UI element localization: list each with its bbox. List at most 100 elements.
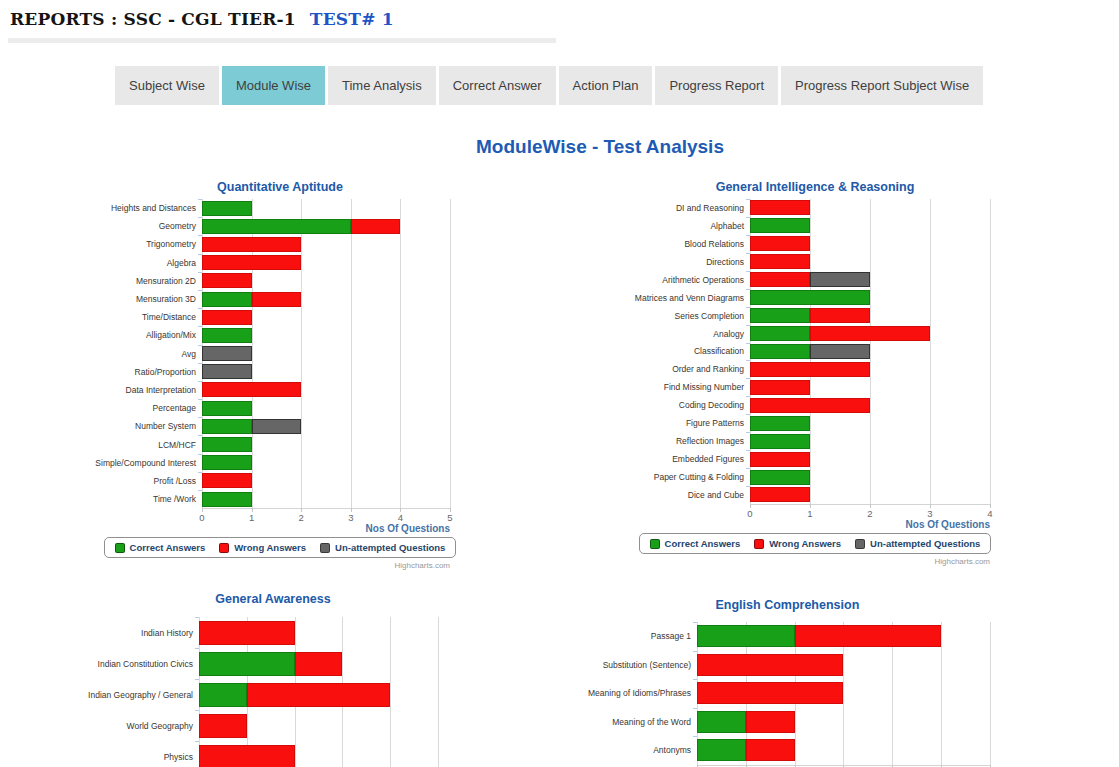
legend-label: Un-attempted Questions [335,542,445,553]
bar-segment-correct[interactable] [750,416,810,431]
category-label: Geometry [110,217,202,235]
bar-segment-wrong[interactable] [697,654,843,676]
bar-segment-unattempted[interactable] [810,272,870,287]
bar-segment-wrong[interactable] [750,362,870,377]
bar-segment-correct[interactable] [202,219,351,234]
bar-segment-correct[interactable] [202,292,252,307]
bar-segment-wrong[interactable] [202,473,252,488]
tab-time-analysis[interactable]: Time Analysis [328,66,436,105]
legend-swatch-correct-icon [115,543,125,553]
bar-segment-wrong[interactable] [202,382,301,397]
bar-segment-correct[interactable] [750,434,810,449]
bar-track [750,432,990,450]
category-label-text: Data Interpretation [126,385,196,395]
bar-segment-wrong[interactable] [746,711,795,733]
bar-track [750,414,990,432]
bar-segment-correct[interactable] [202,419,252,434]
legend-item-correct[interactable]: Correct Answers [115,542,206,553]
test-number-link[interactable]: TEST# 1 [310,9,394,29]
bar-segment-correct[interactable] [199,652,295,676]
highcharts-credit-link[interactable]: Highcharts.com [640,557,990,566]
x-axis-tick-label: 5 [447,512,452,523]
bar-track [202,454,450,472]
bar-track [199,648,438,679]
legend-item-correct[interactable]: Correct Answers [650,538,741,549]
bar-segment-correct[interactable] [202,201,252,216]
bar-segment-wrong[interactable] [795,625,941,647]
category-label: Matrices and Venn Diagrams [640,289,750,307]
bar-segment-wrong[interactable] [202,237,301,252]
bar-segment-wrong[interactable] [247,683,390,707]
bar-segment-wrong[interactable] [697,682,843,704]
bar-segment-wrong[interactable] [750,254,810,269]
bar-segment-wrong[interactable] [199,714,247,738]
bar-segment-correct[interactable] [697,739,746,761]
bar-segment-unattempted[interactable] [202,346,252,361]
highcharts-credit-link[interactable]: Highcharts.com [110,561,450,570]
bar-segment-wrong[interactable] [252,292,302,307]
category-label: Classification [640,343,750,361]
bar-segment-wrong[interactable] [750,380,810,395]
bar-segment-correct[interactable] [202,328,252,343]
bar-segment-unattempted[interactable] [810,344,870,359]
chart-row: Algebra [110,254,450,272]
bar-segment-wrong[interactable] [295,652,343,676]
bar-segment-wrong[interactable] [746,739,795,761]
bar-segment-wrong[interactable] [199,745,295,767]
category-label: Time/Distance [110,308,202,326]
bar-segment-wrong[interactable] [202,310,252,325]
bar-segment-wrong[interactable] [750,272,810,287]
category-label-text: Alligation/Mix [146,330,196,340]
bar-segment-correct[interactable] [202,401,252,416]
tab-subject-wise[interactable]: Subject Wise [115,66,219,105]
legend-item-unattempted[interactable]: Un-attempted Questions [320,542,445,553]
bar-segment-wrong[interactable] [750,200,810,215]
chart-title: Quantitative Aptitude [110,180,450,199]
chart-legend: Correct Answers Wrong Answers Un-attempted… [110,537,450,558]
tab-progress-report-subject-wise[interactable]: Progress Report Subject Wise [781,66,983,105]
bar-segment-wrong[interactable] [750,236,810,251]
category-label: Indian History [108,617,199,648]
chart-row: Find Missing Number [640,378,990,396]
category-label: Substitution (Sentence) [585,651,697,680]
x-axis-tick-label: 3 [927,508,932,519]
tab-action-plan[interactable]: Action Plan [559,66,653,105]
bar-segment-wrong[interactable] [750,452,810,467]
bar-segment-correct[interactable] [750,308,810,323]
bar-segment-unattempted[interactable] [202,364,252,379]
tab-progress-report[interactable]: Progress Report [655,66,778,105]
bar-segment-correct[interactable] [750,344,810,359]
bar-segment-correct[interactable] [750,218,810,233]
bar-segment-correct[interactable] [750,470,810,485]
bar-segment-correct[interactable] [697,711,746,733]
category-label-text: Classification [694,346,744,356]
bar-segment-wrong[interactable] [199,621,295,645]
legend-item-wrong[interactable]: Wrong Answers [754,538,841,549]
bar-segment-correct[interactable] [750,290,870,305]
chart-row: Dice and Cube [640,486,990,504]
bar-segment-correct[interactable] [697,625,795,647]
bar-segment-wrong[interactable] [750,398,870,413]
bar-segment-correct[interactable] [202,455,252,470]
bar-segment-wrong[interactable] [810,308,870,323]
bar-segment-wrong[interactable] [202,255,301,270]
chart-row: Mensuration 3D [110,290,450,308]
bar-track [750,253,990,271]
legend-item-unattempted[interactable]: Un-attempted Questions [855,538,980,549]
bar-segment-wrong[interactable] [202,273,252,288]
bar-segment-correct[interactable] [202,492,252,507]
bar-track [202,199,450,217]
bar-track [199,741,438,767]
category-label-text: Dice and Cube [688,490,744,500]
bar-segment-wrong[interactable] [351,219,401,234]
bar-segment-wrong[interactable] [750,487,810,502]
bar-segment-correct[interactable] [199,683,247,707]
bar-segment-correct[interactable] [202,437,252,452]
tab-correct-answer[interactable]: Correct Answer [439,66,556,105]
tab-module-wise[interactable]: Module Wise [222,66,325,105]
legend-item-wrong[interactable]: Wrong Answers [219,542,306,553]
bar-segment-correct[interactable] [750,326,810,341]
category-label-text: Physics [164,752,193,762]
bar-segment-wrong[interactable] [810,326,930,341]
bar-segment-unattempted[interactable] [252,419,302,434]
